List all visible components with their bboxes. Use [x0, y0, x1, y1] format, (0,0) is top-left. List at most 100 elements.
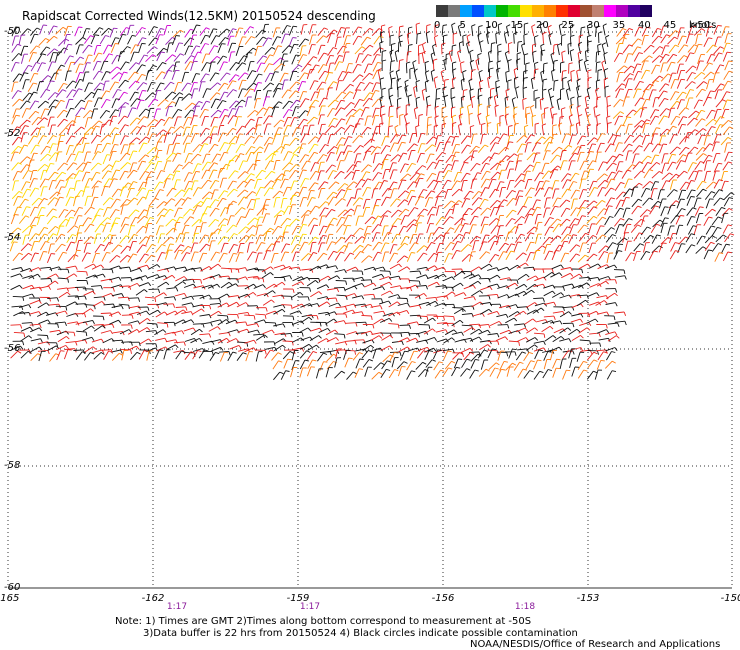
- wind-barb: [487, 293, 498, 296]
- wind-barb: [172, 143, 177, 153]
- wind-barb-feather: [407, 32, 412, 35]
- wind-barb: [289, 117, 295, 127]
- wind-barb: [192, 233, 196, 244]
- wind-barb-feather: [41, 207, 46, 209]
- wind-barb: [273, 308, 283, 315]
- wind-barb: [523, 126, 526, 137]
- wind-barb: [84, 117, 89, 128]
- wind-barb-feather: [442, 24, 448, 26]
- wind-barb-feather: [187, 135, 192, 137]
- wind-barb-feather: [536, 142, 541, 144]
- wind-barb: [119, 170, 125, 181]
- wind-barb: [288, 90, 296, 99]
- wind-barb: [306, 69, 311, 80]
- wind-barb-feather: [358, 26, 363, 29]
- wind-barb-feather: [557, 218, 562, 222]
- wind-barb: [218, 275, 229, 278]
- wind-barb: [675, 160, 682, 170]
- wind-barb: [507, 60, 510, 71]
- wind-barb: [596, 295, 607, 299]
- wind-barb: [317, 170, 322, 181]
- wind-barb-feather: [222, 100, 227, 103]
- wind-barb-feather: [378, 241, 383, 245]
- wind-barb-feather: [172, 187, 177, 191]
- wind-barb-feather: [578, 114, 583, 117]
- wind-barb: [721, 208, 730, 217]
- wind-barb-feather: [294, 117, 299, 119]
- wind-barb-feather: [534, 35, 539, 38]
- wind-barb-feather: [596, 25, 601, 28]
- wind-barb: [602, 25, 606, 36]
- wind-barb: [316, 252, 324, 262]
- wind-barb: [217, 218, 225, 227]
- wind-barb: [606, 253, 610, 264]
- wind-barb-feather: [587, 23, 592, 27]
- wind-barb: [118, 296, 129, 299]
- wind-barb-feather: [530, 187, 535, 190]
- wind-barb: [48, 171, 55, 181]
- wind-barb: [723, 70, 730, 80]
- wind-barb: [355, 118, 361, 129]
- wind-barb: [183, 267, 194, 273]
- wind-barb: [633, 52, 640, 62]
- wind-barb: [557, 45, 560, 56]
- wind-barb-feather: [251, 146, 256, 149]
- wind-barb: [381, 136, 386, 146]
- wind-barb-feather: [109, 197, 114, 200]
- wind-barb: [93, 52, 99, 63]
- wind-barb-feather: [206, 169, 211, 172]
- wind-barb-feather: [629, 134, 634, 138]
- wind-barb: [310, 162, 316, 172]
- wind-barb-feather: [711, 126, 716, 129]
- wind-barb-feather: [268, 115, 273, 118]
- wind-barb: [157, 322, 168, 325]
- wind-barb: [166, 287, 177, 290]
- wind-barb-feather: [423, 189, 428, 192]
- wind-barb: [521, 45, 525, 56]
- wind-barb-feather: [71, 135, 76, 138]
- wind-barb-feather: [182, 309, 187, 313]
- wind-barb-feather: [377, 68, 382, 71]
- wind-barb-feather: [134, 71, 139, 75]
- wind-barb: [669, 179, 674, 190]
- wind-barb-feather: [587, 40, 592, 43]
- wind-barb-feather: [598, 283, 602, 287]
- wind-barb: [334, 251, 341, 261]
- wind-barb-feather: [153, 46, 158, 50]
- wind-barb-feather: [606, 115, 611, 118]
- wind-barb: [352, 26, 359, 36]
- wind-barb-feather: [180, 29, 184, 33]
- wind-barb-feather: [461, 271, 466, 275]
- wind-barb-feather: [324, 70, 329, 73]
- wind-barb: [660, 223, 665, 234]
- wind-barb-feather: [165, 281, 170, 286]
- wind-barb: [328, 118, 335, 128]
- wind-barb-feather: [290, 305, 293, 310]
- wind-barb: [434, 159, 440, 170]
- wind-barb-feather: [224, 82, 229, 86]
- wind-barb: [253, 198, 257, 209]
- wind-barb-feather: [144, 253, 149, 256]
- wind-barb: [174, 198, 182, 207]
- wind-barb-feather: [159, 189, 164, 192]
- wind-barb: [669, 250, 676, 260]
- wind-barb: [451, 116, 454, 127]
- wind-barb-feather: [606, 311, 610, 316]
- wind-barb: [38, 38, 46, 47]
- wind-barb-feather: [427, 104, 432, 107]
- wind-barb-feather: [61, 186, 66, 188]
- wind-barb-feather: [488, 308, 493, 313]
- wind-barb: [345, 108, 354, 117]
- wind-barb-feather: [722, 234, 727, 238]
- wind-barb: [711, 243, 719, 252]
- wind-barb: [155, 71, 163, 80]
- wind-barb-feather: [39, 324, 42, 329]
- wind-barb: [144, 92, 153, 101]
- wind-barb-feather: [35, 216, 40, 219]
- wind-barb: [255, 170, 263, 179]
- wind-barb-feather: [204, 108, 209, 111]
- wind-barb: [631, 205, 639, 215]
- wind-barb-feather: [86, 252, 91, 255]
- wind-barb: [532, 52, 535, 63]
- wind-barb-feather: [440, 234, 445, 238]
